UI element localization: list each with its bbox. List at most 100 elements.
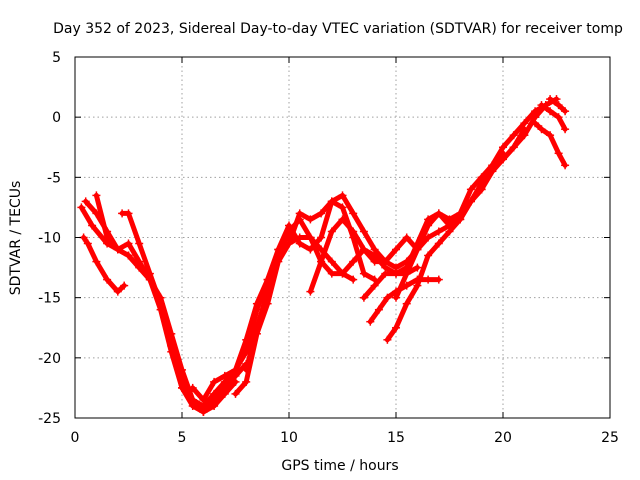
- data-point: [295, 239, 304, 248]
- data-point: [263, 287, 272, 296]
- chart-title: Day 352 of 2023, Sidereal Day-to-day VTE…: [53, 21, 623, 37]
- data-point: [445, 215, 454, 224]
- data-point: [546, 95, 555, 104]
- data-point: [77, 203, 86, 212]
- data-point: [317, 233, 326, 242]
- data-point: [561, 161, 570, 170]
- data-point: [252, 299, 261, 308]
- data-point: [231, 365, 240, 374]
- data-point: [317, 209, 326, 218]
- data-point: [424, 275, 433, 284]
- data-point: [546, 107, 555, 116]
- data-point: [83, 239, 92, 248]
- data-point: [488, 161, 497, 170]
- data-point: [466, 185, 475, 194]
- y-axis-title: SDTVAR / TECUs: [8, 181, 24, 296]
- y-tick-label: -20: [38, 351, 61, 367]
- data-point: [92, 257, 101, 266]
- data-point: [349, 209, 358, 218]
- data-point: [120, 281, 129, 290]
- data-point: [188, 383, 197, 392]
- data-point: [349, 257, 358, 266]
- data-point: [338, 215, 347, 224]
- data-point: [338, 191, 347, 200]
- data-point: [477, 173, 486, 182]
- data-point: [317, 257, 326, 266]
- x-tick-label: 5: [178, 430, 187, 446]
- data-point: [295, 209, 304, 218]
- series-track-15: [539, 102, 568, 132]
- data-point: [349, 227, 358, 236]
- data-point: [220, 371, 229, 380]
- data-point: [434, 239, 443, 248]
- data-point: [306, 245, 315, 254]
- data-point: [306, 287, 315, 296]
- data-point: [509, 143, 518, 152]
- data-point: [135, 257, 144, 266]
- data-point: [124, 251, 133, 260]
- data-point: [413, 281, 422, 290]
- x-tick-label: 10: [280, 430, 298, 446]
- data-point: [167, 341, 176, 350]
- data-point: [531, 119, 540, 128]
- data-point: [554, 101, 563, 110]
- data-point: [499, 155, 507, 164]
- data-point: [242, 335, 251, 344]
- data-point: [349, 275, 358, 284]
- data-point: [242, 377, 251, 386]
- x-tick-label: 20: [494, 430, 512, 446]
- y-tick-label: -5: [47, 170, 61, 186]
- series-track-8: [243, 192, 420, 373]
- data-point: [199, 395, 208, 404]
- data-point: [370, 257, 379, 266]
- y-tick-label: -10: [38, 231, 61, 247]
- data-point: [370, 245, 379, 254]
- data-point: [188, 395, 197, 404]
- data-point: [537, 101, 546, 110]
- y-tick-label: 0: [52, 110, 61, 126]
- data-point: [402, 233, 411, 242]
- data-point: [434, 275, 443, 284]
- data-point: [537, 125, 546, 134]
- data-point: [359, 269, 368, 278]
- x-tick-label: 0: [71, 430, 80, 446]
- x-tick-label: 25: [601, 430, 619, 446]
- data-point: [561, 107, 570, 116]
- data-point: [156, 299, 165, 308]
- data-point: [327, 227, 336, 236]
- data-point: [392, 245, 400, 254]
- data-point: [124, 239, 133, 248]
- data-point: [327, 269, 336, 278]
- data-point: [392, 323, 400, 332]
- x-axis-title: GPS time / hours: [281, 458, 398, 474]
- data-point: [338, 203, 347, 212]
- data-point: [306, 233, 315, 242]
- data-point: [210, 389, 219, 398]
- data-point: [402, 299, 411, 308]
- data-point: [81, 197, 90, 206]
- data-point: [92, 191, 101, 200]
- data-point: [103, 275, 112, 284]
- data-point: [338, 269, 347, 278]
- data-point: [370, 281, 379, 290]
- data-point: [210, 377, 219, 386]
- data-point: [103, 233, 112, 242]
- grid-layer: [75, 57, 610, 418]
- data-point: [327, 257, 336, 266]
- data-point: [554, 113, 563, 122]
- data-point: [381, 269, 390, 278]
- data-point: [359, 227, 368, 236]
- y-tick-label: -15: [38, 291, 61, 307]
- data-point: [274, 245, 283, 254]
- series-layer: [77, 95, 570, 416]
- data-point: [124, 209, 133, 218]
- data-point: [381, 257, 390, 266]
- data-point: [509, 131, 518, 140]
- data-point: [554, 149, 563, 158]
- data-point: [327, 197, 336, 206]
- data-point: [413, 263, 422, 272]
- data-point: [383, 293, 392, 302]
- x-tick-label: 15: [387, 430, 405, 446]
- data-point: [252, 323, 261, 332]
